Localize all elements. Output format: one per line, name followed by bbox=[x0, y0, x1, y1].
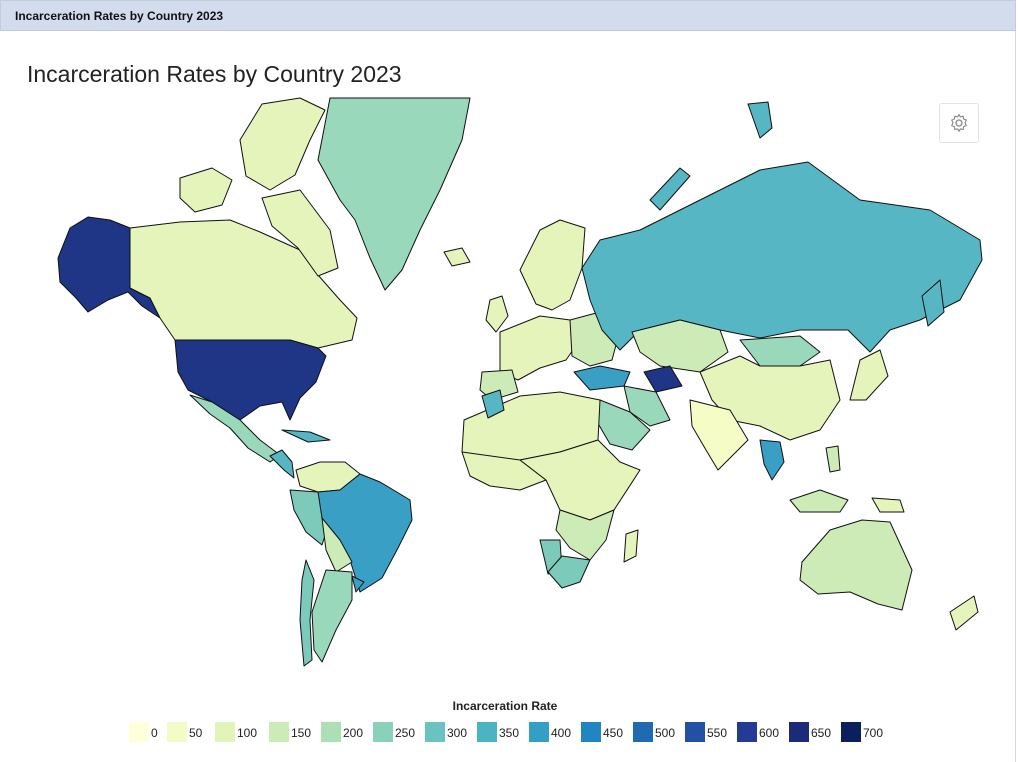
country-indonesia[interactable] bbox=[789, 489, 849, 513]
country-south-africa[interactable] bbox=[547, 555, 591, 589]
legend-swatch bbox=[737, 722, 757, 742]
country-iran[interactable] bbox=[623, 385, 671, 427]
country-canada-baffin[interactable] bbox=[261, 189, 339, 277]
map-title: Incarceration Rates by Country 2023 bbox=[27, 61, 402, 87]
legend-swatch bbox=[167, 722, 187, 742]
country-philippines[interactable] bbox=[825, 445, 841, 473]
legend-label: 450 bbox=[603, 726, 624, 740]
legend-swatch bbox=[425, 722, 445, 742]
legend-title: Incarceration Rate bbox=[452, 699, 558, 713]
window-title: Incarceration Rates by Country 2023 bbox=[15, 9, 224, 23]
country-japan[interactable] bbox=[849, 349, 889, 401]
country-canada-islands-west[interactable] bbox=[179, 167, 233, 213]
country-cuba[interactable] bbox=[281, 429, 331, 443]
country-madagascar[interactable] bbox=[623, 529, 639, 563]
legend-label: 350 bbox=[499, 726, 520, 740]
legend-label: 600 bbox=[759, 726, 780, 740]
country-iceland[interactable] bbox=[443, 247, 471, 267]
country-russia-arctic-islands[interactable] bbox=[649, 167, 691, 211]
legend-label: 300 bbox=[447, 726, 468, 740]
country-turkmenistan[interactable] bbox=[643, 365, 683, 393]
legend-label: 100 bbox=[237, 726, 258, 740]
country-uk[interactable] bbox=[485, 295, 509, 333]
country-argentina[interactable] bbox=[311, 569, 353, 663]
country-png[interactable] bbox=[871, 497, 905, 513]
world-choropleth-map[interactable] bbox=[0, 0, 1018, 700]
legend-swatch bbox=[373, 722, 393, 742]
country-russia[interactable] bbox=[581, 161, 983, 353]
legend-swatch bbox=[841, 722, 861, 742]
legend-label: 250 bbox=[395, 726, 416, 740]
legend-label: 550 bbox=[707, 726, 728, 740]
country-uruguay[interactable] bbox=[351, 575, 365, 593]
legend-swatch bbox=[269, 722, 289, 742]
country-central-america[interactable] bbox=[269, 449, 295, 479]
country-india[interactable] bbox=[689, 399, 749, 471]
legend-swatch bbox=[321, 722, 341, 742]
country-usa[interactable] bbox=[174, 339, 327, 421]
legend-swatch bbox=[477, 722, 497, 742]
legend-swatch bbox=[215, 722, 235, 742]
country-greenland[interactable] bbox=[317, 97, 471, 291]
legend-swatch bbox=[581, 722, 601, 742]
country-canada-arctic-islands[interactable] bbox=[239, 97, 326, 191]
country-east-africa[interactable] bbox=[555, 509, 615, 561]
legend-label: 500 bbox=[655, 726, 676, 740]
country-kamchatka-sakhalin[interactable] bbox=[921, 279, 945, 327]
legend-swatch bbox=[529, 722, 549, 742]
legend-label: 700 bbox=[863, 726, 884, 740]
gear-icon bbox=[951, 113, 967, 132]
country-scandinavia[interactable] bbox=[519, 219, 586, 311]
legend-swatch bbox=[685, 722, 705, 742]
legend-label: 400 bbox=[551, 726, 572, 740]
map-settings-button[interactable] bbox=[939, 103, 979, 143]
country-chile[interactable] bbox=[299, 559, 315, 667]
country-bolivia-paraguay[interactable] bbox=[321, 517, 353, 573]
country-novaya-zemlya[interactable] bbox=[747, 101, 773, 139]
legend-label: 150 bbox=[291, 726, 312, 740]
country-mongolia[interactable] bbox=[739, 335, 821, 367]
country-iberia[interactable] bbox=[479, 369, 519, 401]
legend-label: 50 bbox=[189, 726, 203, 740]
legend-swatch bbox=[633, 722, 653, 742]
country-central-africa[interactable] bbox=[519, 439, 641, 521]
legend-label: 650 bbox=[811, 726, 832, 740]
country-new-zealand[interactable] bbox=[949, 595, 979, 631]
country-turkey[interactable] bbox=[573, 365, 631, 391]
country-thailand[interactable] bbox=[759, 439, 785, 481]
legend-label: 0 bbox=[151, 726, 158, 740]
window-titlebar: Incarceration Rates by Country 2023 bbox=[0, 0, 1016, 31]
map-frame bbox=[0, 31, 1016, 762]
legend-swatch bbox=[129, 722, 149, 742]
legend-swatch bbox=[789, 722, 809, 742]
legend-label: 200 bbox=[343, 726, 364, 740]
country-kazakhstan[interactable] bbox=[631, 319, 729, 373]
country-morocco[interactable] bbox=[481, 389, 505, 419]
country-australia[interactable] bbox=[799, 519, 913, 611]
